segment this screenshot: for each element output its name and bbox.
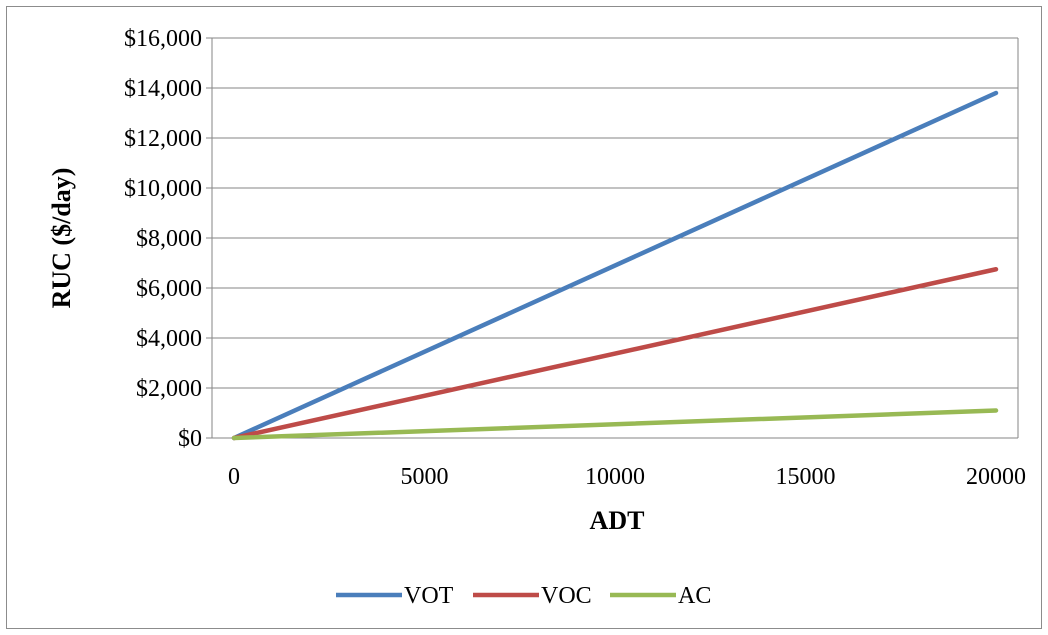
y-tick-label: $10,000 (124, 176, 202, 202)
gridlines (212, 37, 1019, 438)
series-lines (231, 90, 999, 441)
y-tick-label: $6,000 (136, 276, 202, 302)
y-tick-label: $2,000 (136, 376, 202, 402)
y-axis-title: RUC ($/day) (47, 168, 76, 309)
x-tick-label: 20000 (966, 464, 1026, 490)
legend-label-voc: VOC (541, 583, 592, 609)
x-tick-label: 0 (228, 464, 240, 490)
y-tick-label: $16,000 (124, 26, 202, 52)
series-line-vot (231, 90, 999, 441)
x-tick-label: 5000 (401, 464, 449, 490)
chart-frame (6, 6, 1042, 629)
x-tick-label: 10000 (585, 464, 645, 490)
tick-labels: $0 $2,000 $4,000 $6,000 $8,000 $10,000 $12,000… (124, 26, 1026, 490)
y-tick-label: $8,000 (136, 226, 202, 252)
y-tick-label: $14,000 (124, 76, 202, 102)
x-tick-label: 15000 (776, 464, 836, 490)
x-axis-title: ADT (590, 506, 645, 535)
series-line-voc (231, 267, 999, 441)
y-tick-label: $0 (178, 426, 202, 452)
y-tick-label: $12,000 (124, 126, 202, 152)
axes (206, 37, 1018, 439)
series-line-ac (231, 408, 999, 441)
y-tick-label: $4,000 (136, 326, 202, 352)
legend: VOT VOC AC (336, 583, 711, 609)
legend-label-vot: VOT (404, 583, 454, 609)
legend-label-ac: AC (678, 583, 711, 609)
